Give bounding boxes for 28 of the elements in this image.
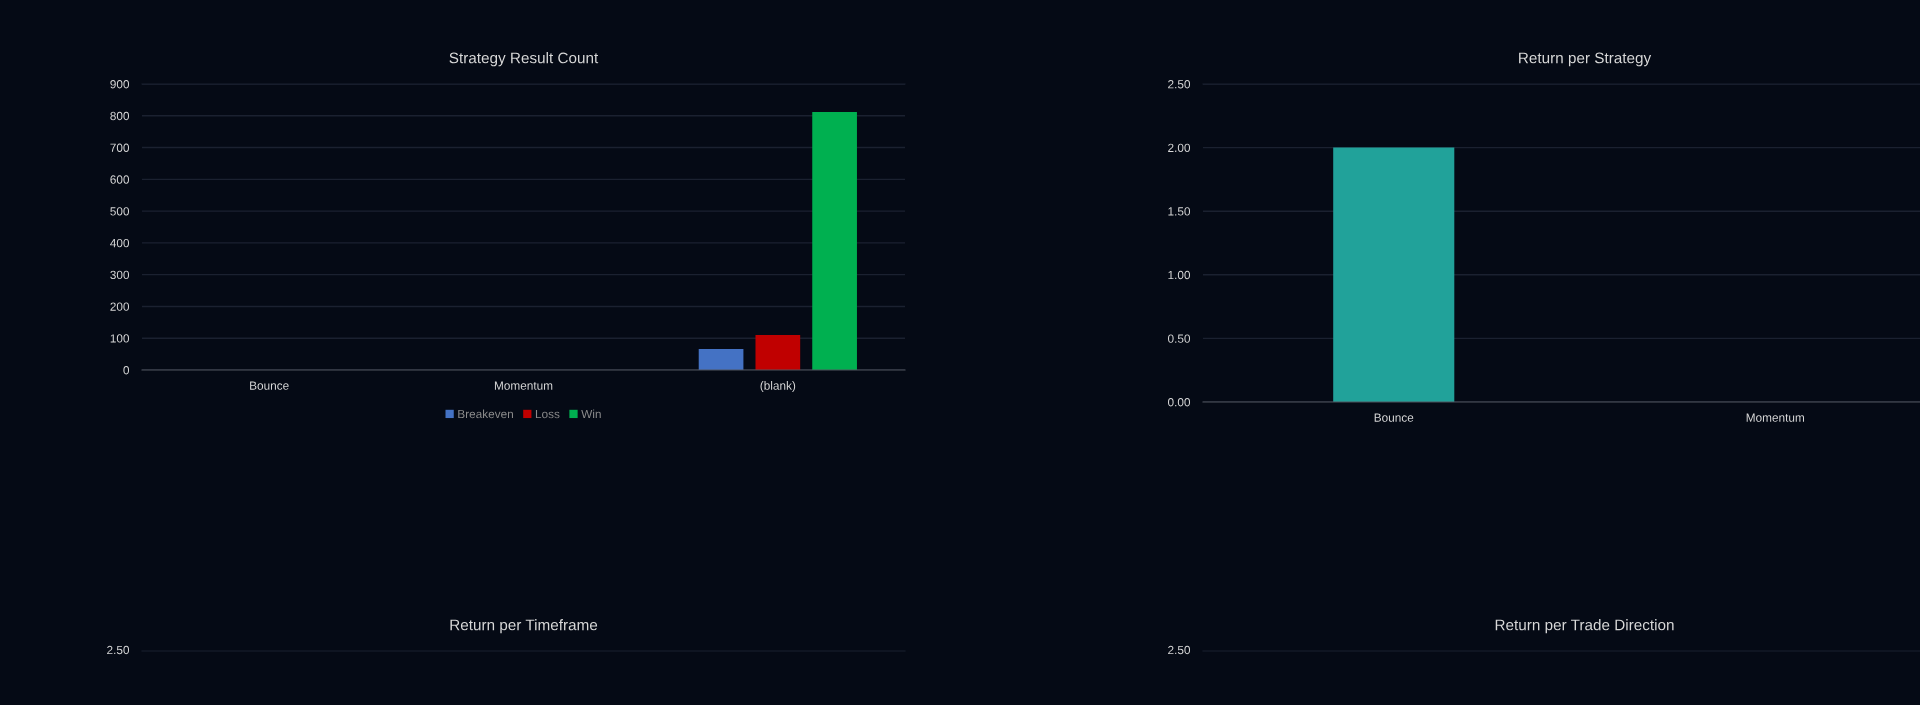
y-tick-label: 0 xyxy=(123,366,130,375)
y-tick-label: 100 xyxy=(110,334,130,343)
y-tick-label: 700 xyxy=(110,143,130,152)
y-tick-label: 400 xyxy=(110,238,130,248)
x-tick-label: Momentum xyxy=(1746,413,1804,422)
x-tick-label: Momentum xyxy=(494,381,553,390)
x-tick-label: Bounce xyxy=(1374,413,1414,422)
legend-label: Win xyxy=(581,409,601,419)
y-tick-label: 0.50 xyxy=(1167,334,1191,343)
text: Return per Timeframe xyxy=(450,619,598,634)
chart-title: Return per Strategy xyxy=(1519,52,1652,67)
x-tick-label: (blank) xyxy=(760,381,796,393)
y-tick-label: 1.00 xyxy=(1168,270,1191,280)
y-tick-label: 1.50 xyxy=(1168,207,1191,216)
y-tick-label: 600 xyxy=(110,175,130,184)
y-tick-label: 800 xyxy=(110,111,130,121)
y-tick-label: 200 xyxy=(110,302,130,311)
y-tick-label: 300 xyxy=(110,270,130,280)
y-tick-label: 900 xyxy=(110,80,130,89)
y-tick-label: 0.00 xyxy=(1167,398,1191,407)
y-tick-label: 2.00 xyxy=(1168,143,1191,152)
legend-label: Loss xyxy=(535,409,560,419)
x-tick-label: Bounce xyxy=(250,381,289,390)
y-tick-label: 500 xyxy=(110,207,130,216)
text: Return per Trade Direction xyxy=(1495,619,1674,634)
legend-label: Breakeven xyxy=(458,409,513,419)
chart-title: Strategy Result Count xyxy=(449,52,599,67)
y-tick-label: 2.50 xyxy=(1168,80,1191,89)
